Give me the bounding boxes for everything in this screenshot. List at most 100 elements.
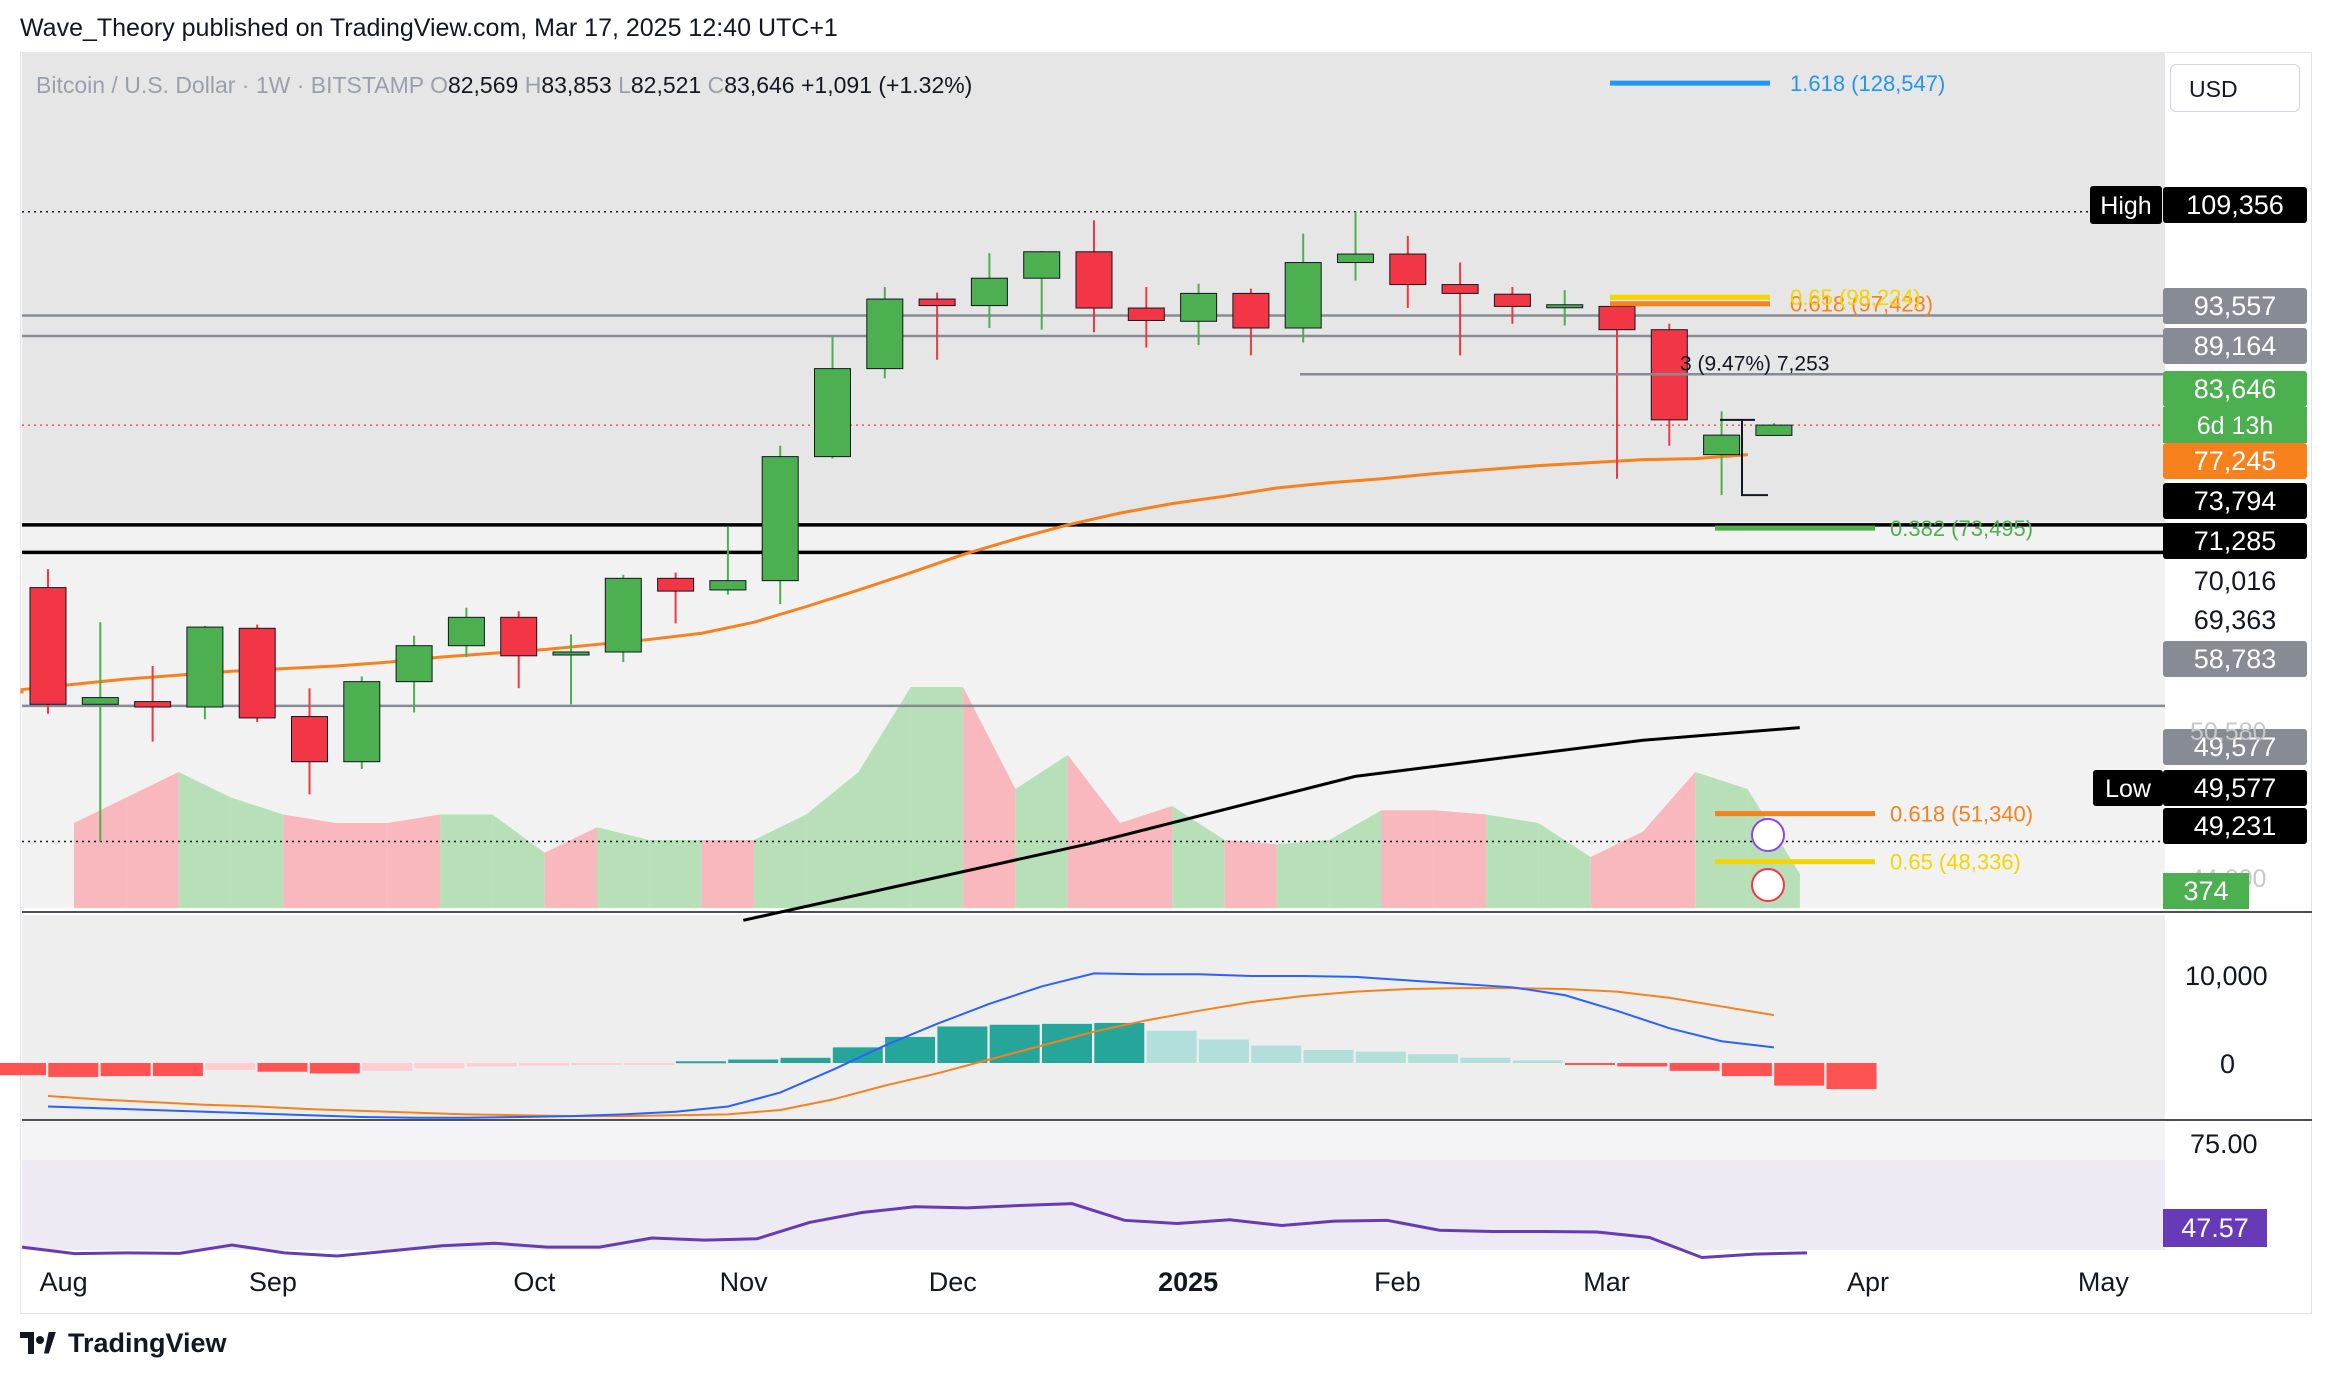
candle[interactable]	[709, 526, 747, 595]
candle-body	[238, 627, 276, 719]
volume-area-segment	[126, 772, 179, 908]
time-axis-label: May	[2078, 1267, 2130, 1297]
candle[interactable]	[1493, 286, 1531, 324]
candle[interactable]	[500, 611, 538, 689]
price-scale-label	[2163, 808, 2307, 844]
macd-histogram-bar	[1565, 1063, 1615, 1065]
volume-area-segment	[178, 772, 231, 908]
price-scale-label	[2163, 729, 2307, 765]
time-axis-label: Apr	[1847, 1267, 1889, 1297]
candle-body	[970, 277, 1008, 307]
candle[interactable]	[447, 607, 485, 658]
time-axis-label: Aug	[40, 1267, 88, 1297]
candle[interactable]	[1180, 283, 1218, 346]
macd-histogram-bar	[1460, 1057, 1511, 1063]
fib-level-label: 0.618 (97,428)	[1790, 292, 1933, 317]
candle[interactable]	[186, 625, 224, 720]
macd-histogram-bar	[1721, 1063, 1772, 1077]
flag-icon[interactable]	[1751, 868, 1785, 902]
macd-histogram-bar	[885, 1036, 936, 1063]
candle[interactable]	[1546, 290, 1584, 326]
candle[interactable]	[1755, 423, 1793, 436]
volume-area-segment	[230, 797, 284, 908]
macd-histogram-bar	[675, 1061, 726, 1064]
candle[interactable]	[866, 286, 904, 379]
fib-level-label: 0.618 (51,340)	[1890, 802, 2033, 827]
candle[interactable]	[29, 569, 67, 714]
legend-symbol[interactable]: Bitcoin / U.S. Dollar · 1W · BITSTAMP	[36, 72, 424, 98]
macd-histogram-bar	[1408, 1054, 1459, 1063]
candle[interactable]	[1023, 250, 1061, 330]
legend-low-label: L	[618, 72, 631, 98]
macd-histogram-bar	[100, 1063, 151, 1077]
candle[interactable]	[761, 445, 799, 605]
macd-line[interactable]	[47, 972, 1775, 1119]
candle[interactable]	[1389, 235, 1427, 309]
rsi-line[interactable]	[21, 1202, 1808, 1260]
volume-area-segment	[1695, 772, 1748, 908]
high-label-box	[2090, 186, 2162, 224]
volume-area-segment	[335, 823, 388, 908]
sma200-line[interactable]	[742, 726, 1800, 922]
candle-body	[1598, 305, 1636, 331]
candle[interactable]	[1441, 262, 1479, 356]
volume-area-segment	[283, 814, 336, 908]
macd-histogram-bar	[466, 1063, 517, 1067]
measure-bracket[interactable]	[1720, 418, 1768, 497]
candle-body	[552, 651, 590, 656]
volume-area-segment	[440, 814, 493, 908]
macd-histogram-bar	[937, 1026, 988, 1063]
candle[interactable]	[814, 336, 851, 459]
volume-area-segment	[544, 827, 597, 908]
tradingview-logo[interactable]: TradingView	[20, 1328, 227, 1359]
price-scale-label-text: 77,245	[2194, 446, 2277, 476]
candle[interactable]	[1703, 411, 1741, 496]
candle-body	[291, 716, 328, 763]
legend-close-label: C	[707, 72, 725, 98]
price-scale-label	[2163, 187, 2307, 223]
macd-pane-bg	[22, 915, 2165, 1120]
macd-histogram-bar	[1251, 1045, 1302, 1063]
macd-axis-tick: 10,000	[2185, 961, 2268, 991]
volume-area-segment	[1590, 831, 1643, 908]
candle-body	[186, 626, 224, 708]
candle[interactable]	[657, 572, 695, 624]
candle[interactable]	[343, 676, 381, 770]
candle-body	[343, 681, 381, 763]
macd-histogram-bar	[48, 1063, 99, 1077]
candle[interactable]	[395, 635, 433, 713]
candle[interactable]	[918, 292, 956, 360]
candle[interactable]	[291, 688, 328, 795]
candle[interactable]	[81, 622, 119, 842]
sparkle-icon[interactable]	[1751, 818, 1785, 852]
candle[interactable]	[1598, 304, 1636, 479]
time-axis-label: Nov	[720, 1267, 769, 1297]
candle[interactable]	[1232, 288, 1270, 356]
candle[interactable]	[970, 253, 1008, 329]
price-scale-label	[2163, 641, 2307, 677]
candle[interactable]	[604, 574, 642, 663]
price-scale-label	[2163, 523, 2307, 559]
low-label: Low	[2105, 775, 2152, 803]
volume-area-segment	[1172, 806, 1225, 908]
candle[interactable]	[1075, 220, 1113, 333]
candle[interactable]	[134, 666, 172, 742]
macd-signal-line[interactable]	[47, 987, 1775, 1118]
candle[interactable]	[238, 624, 276, 723]
macd-histogram-bar	[362, 1063, 413, 1071]
price-scale-label	[2163, 288, 2307, 324]
candle[interactable]	[1284, 233, 1322, 343]
macd-histogram-bar	[1146, 1030, 1197, 1063]
volume-area-segment	[1224, 840, 1277, 908]
currency-button[interactable]: USD	[2170, 64, 2300, 112]
candle-body	[918, 298, 956, 307]
candle[interactable]	[1127, 286, 1165, 348]
volume-area-segment	[1486, 814, 1539, 908]
legend-high-label: H	[524, 72, 542, 98]
symbol-legend: Bitcoin / U.S. Dollar · 1W · BITSTAMP O8…	[36, 72, 972, 99]
candle-body	[761, 456, 799, 582]
candle[interactable]	[552, 634, 590, 705]
macd-histogram-bar	[623, 1063, 674, 1065]
candle[interactable]	[1337, 211, 1374, 281]
